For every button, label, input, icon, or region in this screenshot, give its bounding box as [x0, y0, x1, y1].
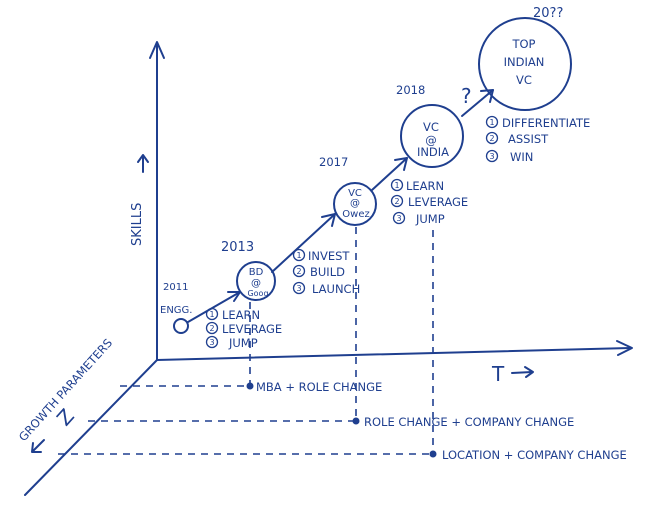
path-segment-4 — [461, 89, 494, 117]
year-2013: 2013 — [221, 240, 254, 255]
number-mark: 1 — [296, 251, 301, 260]
node-top-line-2: INDIAN — [504, 55, 545, 69]
stage-2013-point-1: INVEST — [308, 249, 350, 263]
growth-axis — [24, 359, 158, 496]
stage-2013-point-2: BUILD — [310, 265, 345, 279]
number-mark: 2 — [489, 134, 494, 143]
number-mark: 3 — [209, 338, 214, 347]
node-vc-india-line-3: INDIA — [417, 145, 449, 159]
number-mark: 3 — [296, 284, 301, 293]
number-mark: 1 — [489, 118, 494, 127]
skills-label-arrow — [137, 154, 149, 173]
node-top-line-3: VC — [516, 73, 532, 87]
number-mark: 3 — [396, 214, 401, 223]
stage-2011-point-1: LEARN — [222, 308, 260, 322]
node-bd-line-2: @ — [251, 278, 261, 289]
year-2017: 2017 — [319, 155, 348, 169]
stage-2017-point-3: JUMP — [415, 212, 445, 226]
question-mark: ? — [461, 84, 472, 108]
node-bd-line-1: BD — [249, 267, 264, 278]
node-engg-label: ENGG. — [160, 305, 192, 316]
stage-2013-point-3: LAUNCH — [312, 282, 360, 296]
node-top-indian-vc — [478, 17, 572, 111]
node-engg — [173, 318, 189, 334]
number-mark: 2 — [394, 197, 399, 206]
number-mark: 1 — [394, 181, 399, 190]
number-mark: 3 — [489, 152, 494, 161]
node-top-line-1: TOP — [511, 37, 535, 51]
stage-2017-point-2: LEVERAGE — [408, 195, 468, 209]
transition-dot-2 — [352, 417, 360, 425]
path-segment-2 — [271, 213, 336, 273]
path-arrowhead-2 — [321, 213, 336, 227]
number-circle — [390, 194, 404, 208]
node-vc-owez-line-2: @ — [350, 198, 360, 209]
path-arrowhead-3 — [394, 157, 408, 171]
number-circle — [392, 211, 406, 225]
transition-label-1: MBA + ROLE CHANGE — [256, 380, 382, 394]
number-circle — [205, 321, 219, 335]
number-mark: 1 — [209, 310, 214, 319]
year-2018: 2018 — [396, 83, 425, 97]
stage-2011-point-2: LEVERAGE — [222, 322, 282, 336]
number-mark: 2 — [209, 324, 214, 333]
number-circle — [292, 264, 306, 278]
number-circle — [205, 335, 219, 349]
stage-2018-point-3: WIN — [510, 150, 533, 164]
node-bd-line-3: Goog — [247, 289, 268, 298]
transition-dot-1 — [246, 382, 254, 390]
number-circle — [390, 178, 404, 192]
number-circle — [292, 281, 306, 295]
stage-2018-point-2: ASSIST — [508, 132, 549, 146]
number-circle — [485, 115, 499, 129]
node-vc-india-line-1: VC — [423, 120, 439, 134]
transition-dot-3 — [429, 450, 437, 458]
node-bd-goog — [236, 261, 276, 301]
time-axis-arrowhead — [616, 340, 633, 356]
number-mark: 2 — [296, 267, 301, 276]
node-vc-india — [400, 104, 464, 168]
stage-2018-point-1: DIFFERENTIATE — [502, 116, 590, 130]
number-circle — [485, 131, 499, 145]
transition-label-3: LOCATION + COMPANY CHANGE — [442, 448, 627, 462]
time-axis-label: T — [491, 362, 505, 386]
year-2011: 2011 — [163, 282, 188, 293]
number-circle — [292, 248, 306, 262]
path-arrowhead-4 — [480, 89, 494, 103]
time-label-arrow — [511, 366, 534, 378]
stage-2017-point-1: LEARN — [406, 179, 444, 193]
growth-label-arrow — [31, 439, 45, 453]
number-circle — [485, 149, 499, 163]
transition-label-2: ROLE CHANGE + COMPANY CHANGE — [364, 415, 574, 429]
number-circle — [205, 307, 219, 321]
path-segment-1 — [187, 291, 241, 323]
skills-axis-arrowhead — [149, 41, 165, 59]
node-vc-india-line-2: @ — [425, 133, 437, 147]
path-segment-3 — [371, 157, 408, 191]
node-vc-owez-line-3: Owez — [342, 209, 369, 220]
year-20xx: 20?? — [533, 6, 563, 21]
node-vc-owez — [333, 182, 377, 226]
node-vc-owez-line-1: VC — [348, 188, 362, 199]
time-axis — [156, 347, 631, 361]
skills-axis-label: SKILLS — [130, 203, 145, 246]
stage-2011-point-3: JUMP — [228, 336, 258, 350]
